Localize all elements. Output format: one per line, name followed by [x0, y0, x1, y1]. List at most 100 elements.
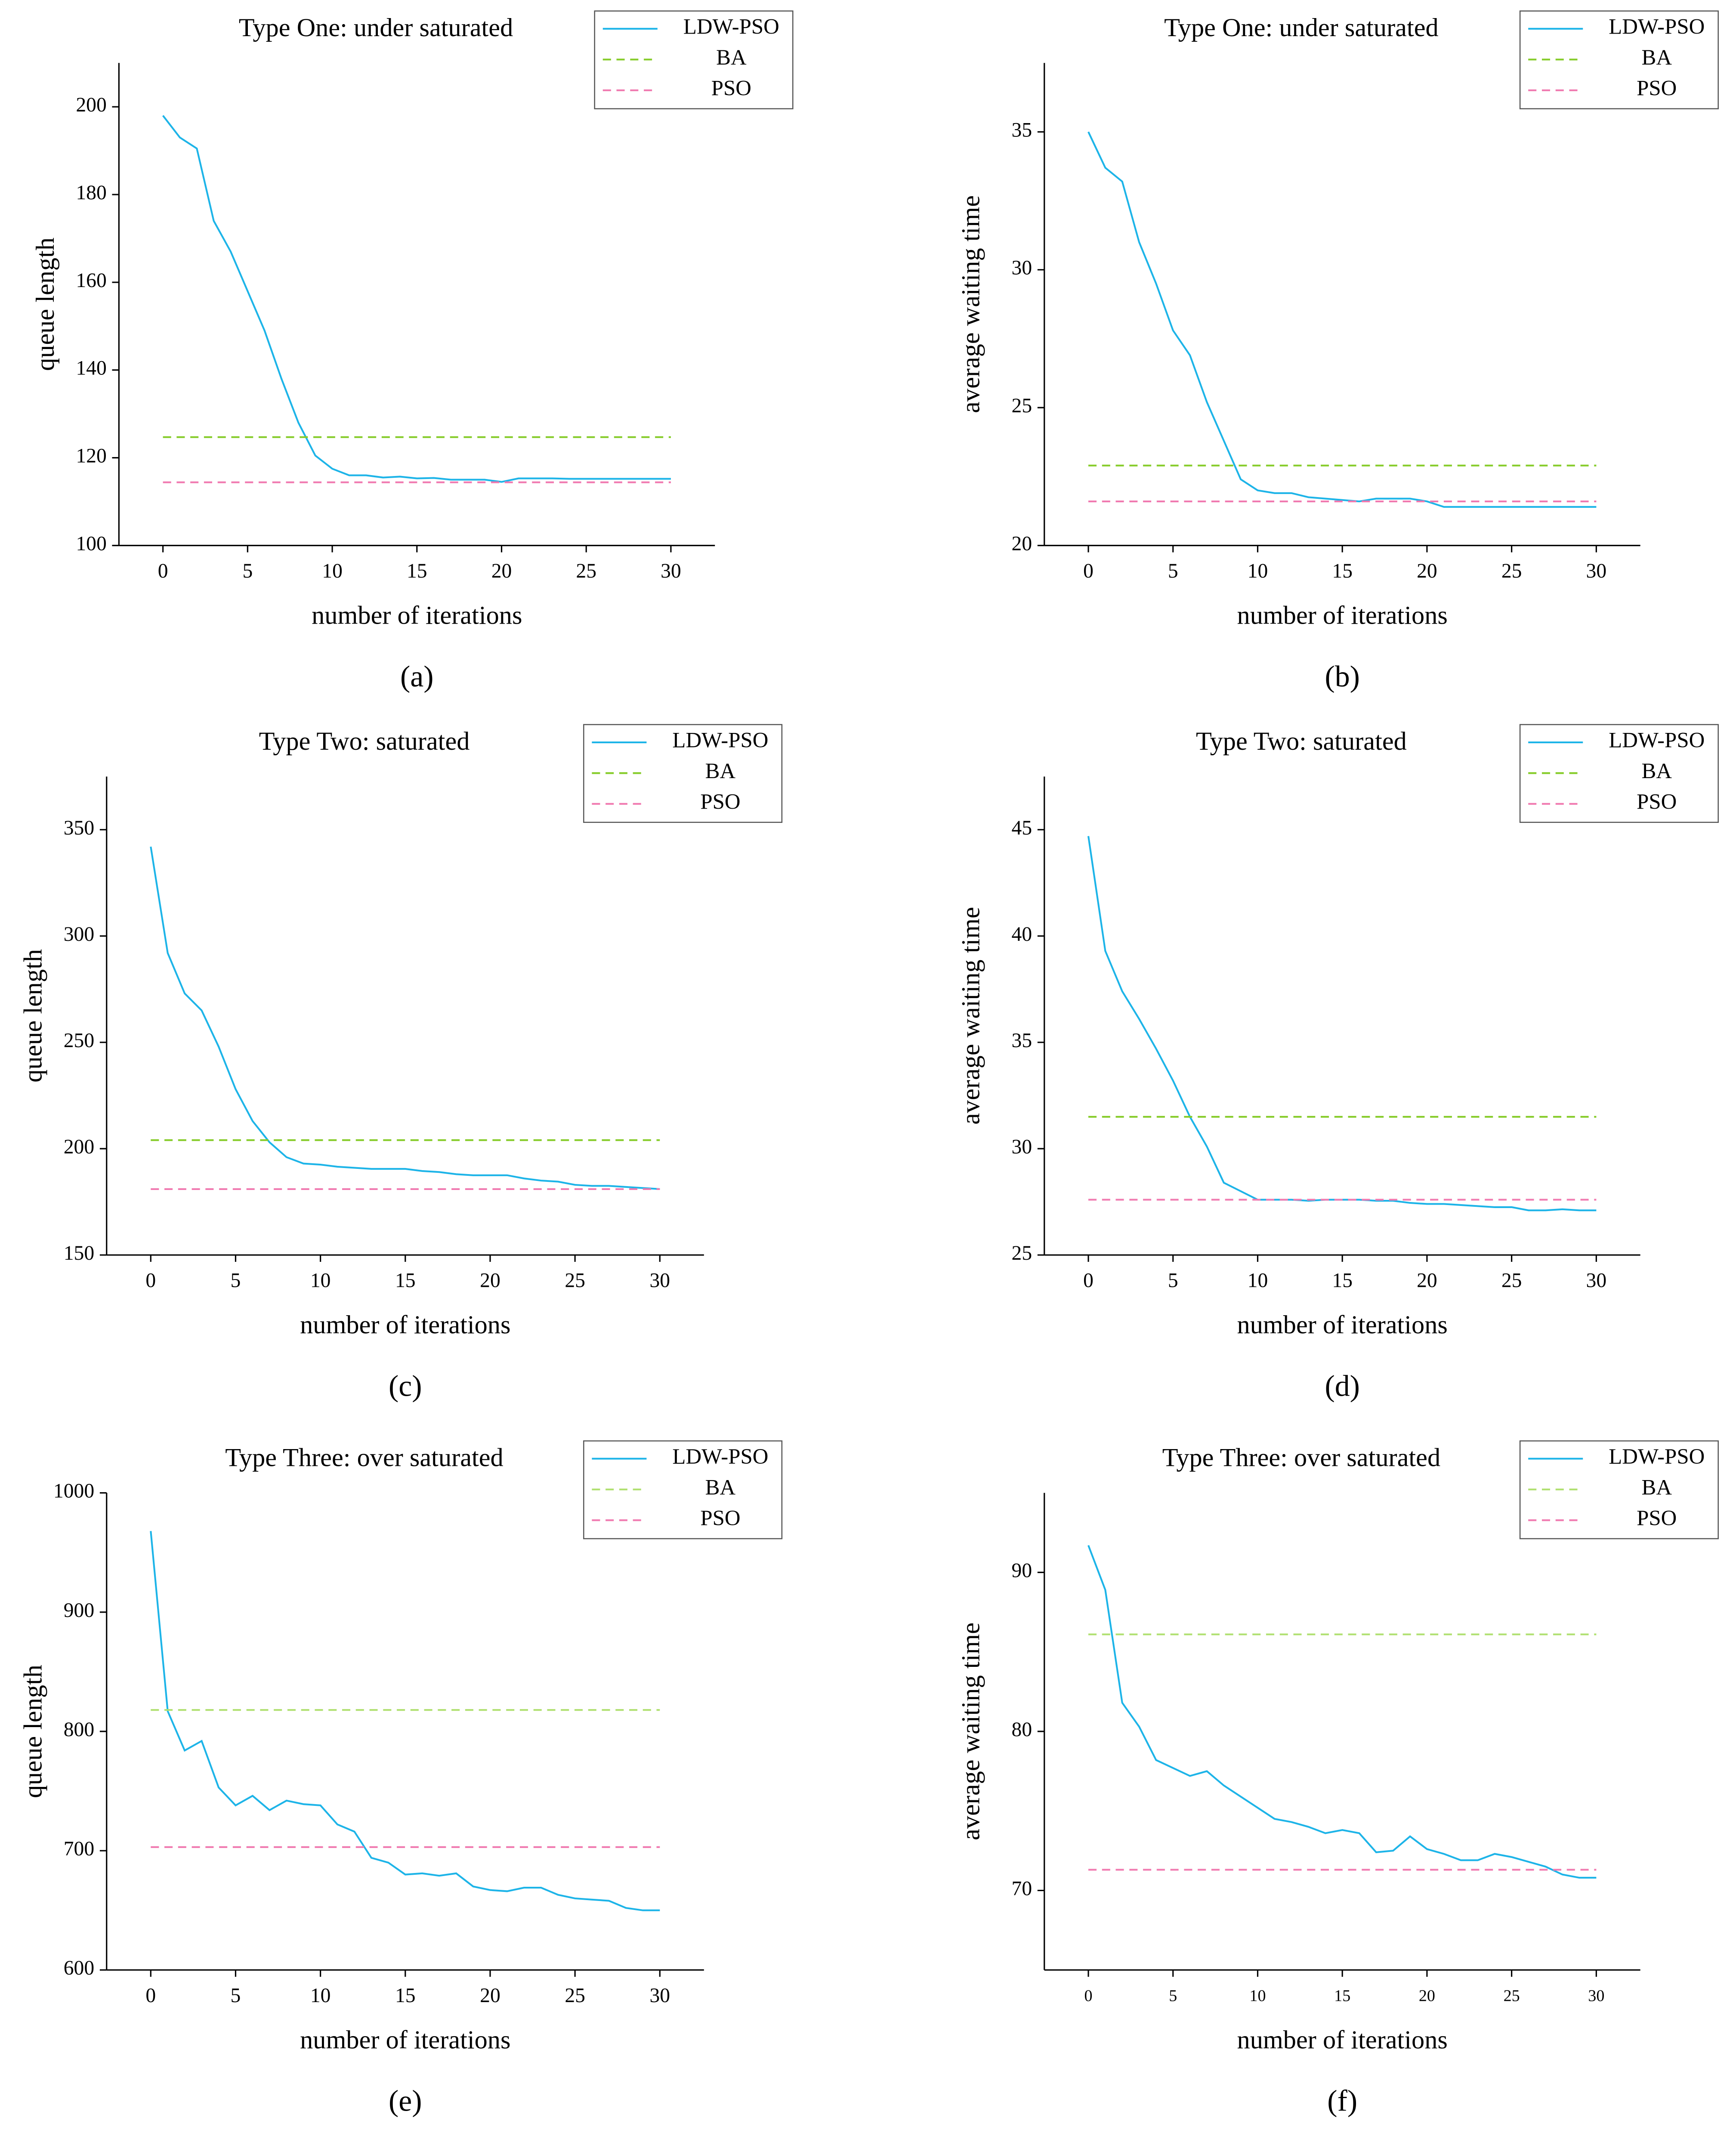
y-tick-label: 200 — [76, 94, 106, 116]
y-tick-label: 250 — [64, 1029, 94, 1052]
chart-title: Type Two: saturated — [259, 727, 470, 756]
x-tick-label: 20 — [1417, 1270, 1437, 1292]
x-tick-label: 20 — [491, 560, 512, 582]
series-line — [1087, 836, 1597, 1212]
x-tick-label: 25 — [565, 1270, 585, 1292]
y-axis-label: average waiting time — [956, 195, 985, 413]
legend-label: BA — [705, 759, 736, 783]
legend-frame — [1519, 724, 1719, 823]
x-tick-label: 25 — [1501, 560, 1522, 582]
legend-label: BA — [716, 45, 747, 69]
x-tick-label: 15 — [395, 1270, 416, 1292]
y-tick-label: 30 — [1012, 257, 1032, 279]
x-tick-label: 15 — [407, 560, 427, 582]
legend-label: BA — [1641, 45, 1672, 69]
y-axis-label: average waiting time — [956, 1623, 985, 1840]
x-tick-label: 20 — [1417, 560, 1437, 582]
legend-label: BA — [705, 1475, 736, 1499]
y-tick-label: 350 — [64, 817, 94, 839]
legend-label: LDW-PSO — [1609, 14, 1705, 38]
chart-title: Type Three: over saturated — [1162, 1443, 1440, 1472]
chart-panel: Type Two: saturated 150 200 250 300 350 0 5 10 15… — [19, 724, 783, 1403]
y-tick-label: 80 — [1012, 1718, 1032, 1741]
y-tick-label: 600 — [64, 1957, 94, 1979]
x-tick-label: 5 — [1168, 560, 1178, 582]
legend-label: PSO — [1637, 789, 1677, 813]
series-line — [1087, 1545, 1597, 1879]
series-line — [162, 115, 671, 483]
x-axis-label: number of iterations — [312, 601, 522, 630]
x-tick-label: 5 — [1168, 1270, 1178, 1292]
series-line — [150, 1531, 660, 1911]
x-tick-label: 15 — [1332, 1270, 1353, 1292]
x-tick-label: 30 — [649, 1984, 670, 2007]
x-tick-label: 30 — [661, 560, 681, 582]
y-tick-label: 35 — [1012, 119, 1032, 141]
y-tick-label: 100 — [76, 532, 106, 555]
x-tick-label: 5 — [231, 1270, 241, 1292]
x-tick-label: 20 — [480, 1270, 500, 1292]
caption: (f) — [1327, 2085, 1357, 2118]
chart-title: Type One: under saturated — [1164, 13, 1439, 42]
x-tick-label: 30 — [1586, 560, 1607, 582]
x-tick-label: 10 — [310, 1270, 331, 1292]
legend-label: PSO — [1637, 76, 1677, 100]
legend-label: PSO — [1637, 1506, 1677, 1530]
x-tick-label: 15 — [1332, 560, 1353, 582]
y-tick-label: 180 — [76, 182, 106, 204]
x-tick-label: 0 — [1083, 1270, 1093, 1292]
legend-frame — [583, 1440, 783, 1539]
y-tick-label: 140 — [76, 357, 106, 380]
x-tick-label: 0 — [145, 1984, 156, 2007]
chart-title: Type One: under saturated — [239, 13, 513, 42]
x-tick-label: 20 — [1419, 1987, 1435, 2005]
y-tick-label: 70 — [1012, 1877, 1032, 1900]
y-tick-label: 40 — [1012, 923, 1032, 946]
x-tick-label: 30 — [1588, 1987, 1604, 2005]
legend-label: PSO — [711, 76, 751, 100]
y-tick-label: 45 — [1012, 817, 1032, 839]
legend-label: LDW-PSO — [1609, 728, 1705, 752]
legend-label: PSO — [700, 1506, 740, 1530]
x-axis-label: number of iterations — [1237, 1310, 1448, 1339]
x-tick-label: 0 — [145, 1270, 156, 1292]
y-tick-label: 800 — [64, 1718, 94, 1741]
y-axis-label: queue length — [19, 949, 47, 1082]
y-tick-label: 30 — [1012, 1136, 1032, 1158]
series-line — [1087, 131, 1597, 508]
legend-label: LDW-PSO — [683, 14, 779, 38]
y-tick-label: 900 — [64, 1599, 94, 1622]
series-line — [150, 847, 660, 1190]
chart-panel: Type One: under saturated 20 25 30 35 0 5 10 15 2… — [956, 10, 1719, 693]
legend-label: BA — [1641, 759, 1672, 783]
x-tick-label: 30 — [649, 1270, 670, 1292]
legend-label: LDW-PSO — [672, 1444, 768, 1468]
chart-title: Type Three: over saturated — [225, 1443, 503, 1472]
caption: (a) — [400, 660, 434, 693]
caption: (e) — [389, 2085, 422, 2118]
y-tick-label: 700 — [64, 1838, 94, 1860]
y-axis-label: average waiting time — [956, 907, 985, 1125]
legend-frame — [583, 724, 783, 823]
y-axis-label: queue length — [19, 1665, 47, 1798]
x-axis-label: number of iterations — [300, 2025, 510, 2054]
legend-label: LDW-PSO — [1609, 1444, 1705, 1468]
y-tick-label: 25 — [1012, 1242, 1032, 1264]
x-tick-label: 10 — [322, 560, 343, 582]
legend-label: BA — [1641, 1475, 1672, 1499]
x-tick-label: 15 — [1334, 1987, 1350, 2005]
x-tick-label: 0 — [1084, 1987, 1093, 2005]
legend-frame — [594, 10, 794, 109]
x-tick-label: 20 — [480, 1984, 500, 2007]
x-tick-label: 10 — [1248, 1270, 1268, 1292]
x-tick-label: 5 — [242, 560, 253, 582]
caption: (d) — [1325, 1369, 1359, 1403]
caption: (b) — [1325, 660, 1359, 693]
x-tick-label: 0 — [1083, 560, 1093, 582]
legend-label: PSO — [700, 789, 740, 813]
legend-label: LDW-PSO — [672, 728, 768, 752]
y-tick-label: 160 — [76, 269, 106, 292]
y-tick-label: 20 — [1012, 532, 1032, 555]
y-tick-label: 300 — [64, 923, 94, 946]
y-tick-label: 90 — [1012, 1559, 1032, 1582]
